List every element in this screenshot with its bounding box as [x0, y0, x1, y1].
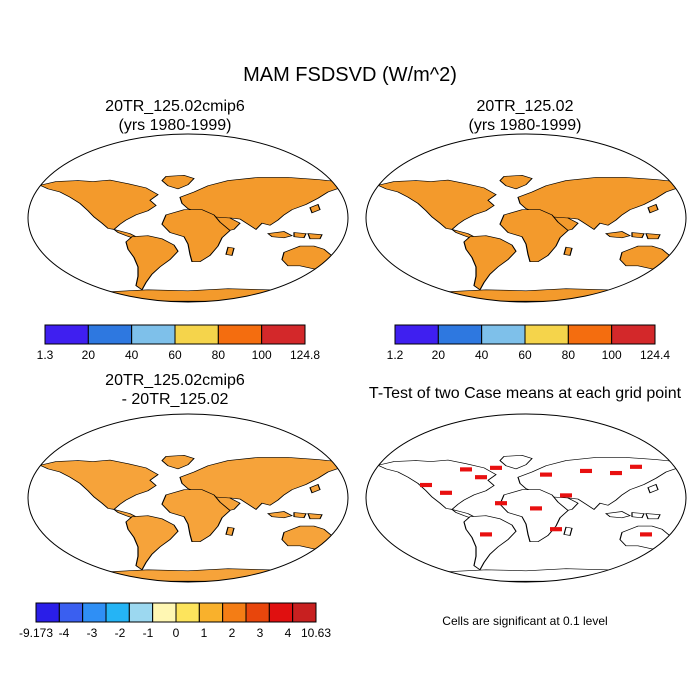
map-panel-2-outline [365, 133, 687, 303]
colorbar-tick-label: 0 [173, 626, 180, 640]
map-panel-1-outline [27, 133, 349, 303]
panel-2-title-line1: 20TR_125.02 [476, 98, 574, 115]
colorbar-swatch [245, 602, 270, 623]
colorbar-tick-label: 10.63 [301, 626, 331, 640]
colorbar-swatch [82, 602, 107, 623]
colorbar-tick-label: 124.4 [640, 348, 670, 362]
colorbar-tick-label: -4 [59, 626, 70, 640]
panel-3-colorbar: -9.173 -4 -3 -2 -1 0 1 2 3 4 10.63 [19, 602, 331, 640]
colorbar-tick-label: 60 [168, 348, 182, 362]
colorbar-swatch [174, 324, 219, 345]
continents [367, 454, 686, 582]
colorbar-swatch [217, 324, 263, 345]
map-panel-3-land [29, 454, 348, 582]
map-panel-1 [27, 133, 349, 303]
map-panel-4 [365, 413, 687, 583]
panel-2-colorbar: 1.2 20 40 60 80 100 124.4 [387, 324, 670, 362]
panel-3-title-line1: 20TR_125.02cmip6 [105, 372, 245, 389]
significant-cell [480, 532, 492, 537]
colorbar-tick-label: 80 [562, 348, 576, 362]
colorbar-swatch [198, 602, 224, 623]
colorbar-tick-label: 3 [257, 626, 264, 640]
map-panel-4-land [367, 454, 686, 582]
colorbar-tick-label: -1 [143, 626, 154, 640]
colorbar-swatch [131, 324, 176, 345]
figure-title: MAM FSDSVD (W/m^2) [243, 64, 457, 86]
colorbar-swatch [611, 324, 656, 345]
colorbar-tick-label: -3 [87, 626, 98, 640]
significant-cell [580, 468, 592, 474]
colorbar-tick-label: -2 [115, 626, 126, 640]
colorbar-tick-label: 100 [602, 348, 622, 362]
significant-cell [490, 465, 502, 470]
colorbar-swatch [524, 324, 569, 345]
colorbar-tick-label: 40 [125, 348, 139, 362]
map-panel-4-outline [365, 413, 687, 583]
colorbar-tick-label: 40 [475, 348, 489, 362]
map-panel-2-land [367, 174, 686, 302]
significant-cell [540, 472, 552, 477]
significant-cell [475, 475, 487, 480]
colorbar-swatch [35, 602, 60, 623]
colorbar-tick-label: 100 [252, 348, 272, 362]
colorbar-swatch [87, 324, 133, 345]
significant-cell [495, 501, 507, 506]
colorbar-tick-label: 1 [201, 626, 208, 640]
continents [29, 174, 348, 302]
significant-cell [440, 490, 452, 495]
colorbar-swatch [105, 602, 130, 623]
panel-1-title: 20TR_125.02cmip6 (yrs 1980-1999) [10, 97, 340, 135]
panel-3-title-line2: - 20TR_125.02 [121, 391, 229, 408]
colorbar-tick-label: 4 [285, 626, 292, 640]
significant-cell [640, 532, 652, 537]
colorbar-swatch [261, 324, 306, 345]
panel-1-title-line1: 20TR_125.02cmip6 [105, 98, 245, 115]
continents [29, 454, 348, 582]
colorbar-swatch [128, 602, 154, 623]
significant-cell [610, 470, 622, 476]
colorbar-swatch [268, 602, 294, 623]
panel-1-colorbar: 1.3 20 40 60 80 100 124.8 [37, 324, 320, 362]
significant-cell [530, 506, 542, 511]
colorbar-tick-label: 80 [212, 348, 226, 362]
map-panel-3-outline [27, 413, 349, 583]
panel-4-title: T-Test of two Case means at each grid po… [352, 384, 698, 403]
colorbar-tick-label: -9.173 [19, 626, 53, 640]
colorbar-tick-label: 20 [82, 348, 96, 362]
colorbar-tick-label: 124.8 [290, 348, 320, 362]
colorbar-swatch [222, 602, 247, 623]
significance-note: Cells are significant at 0.1 level [442, 614, 608, 628]
colorbar-swatch [437, 324, 483, 345]
significant-cell [420, 482, 432, 488]
colorbar-swatch [292, 602, 317, 623]
panel-4-title-line1: T-Test of two Case means at each grid po… [368, 385, 682, 402]
map-panel-1-land [29, 174, 348, 302]
continents [367, 174, 686, 302]
colorbar-swatch [567, 324, 613, 345]
colorbar-swatch [44, 324, 89, 345]
panel-1-title-line2: (yrs 1980-1999) [118, 117, 232, 134]
significant-cell [460, 467, 472, 472]
colorbar-swatch [175, 602, 200, 623]
map-panel-2 [365, 133, 687, 303]
colorbar-tick-label: 1.3 [37, 348, 54, 362]
map-panel-3 [27, 413, 349, 583]
panel-2-title: 20TR_125.02 (yrs 1980-1999) [360, 97, 690, 135]
significant-cell [630, 464, 642, 469]
significant-cell [560, 493, 572, 498]
colorbar-tick-label: 60 [518, 348, 532, 362]
colorbar-swatch [152, 602, 177, 623]
colorbar-tick-label: 20 [432, 348, 446, 362]
colorbar-tick-label: 2 [229, 626, 236, 640]
colorbar-swatch [481, 324, 526, 345]
colorbar-tick-label: 1.2 [387, 348, 404, 362]
panel-2-title-line2: (yrs 1980-1999) [468, 117, 582, 134]
colorbar-swatch [58, 602, 84, 623]
panel-3-title: 20TR_125.02cmip6 - 20TR_125.02 [10, 371, 340, 409]
significant-cell [550, 527, 562, 532]
colorbar-swatch [394, 324, 439, 345]
